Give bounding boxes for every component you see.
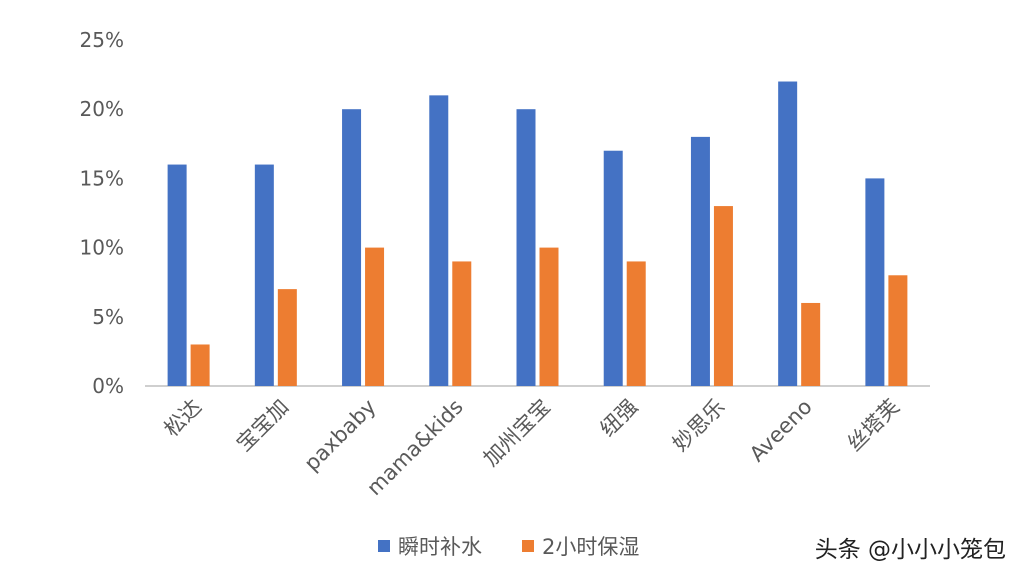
legend: 瞬时补水 2小时保湿 <box>378 531 679 561</box>
legend-swatch <box>378 540 390 552</box>
x-category-label: 宝宝加 <box>232 395 294 457</box>
bar-series-2 <box>626 261 646 386</box>
bar-series-2 <box>888 275 908 386</box>
bar-series-1 <box>167 164 187 386</box>
x-category-label: 妙思乐 <box>668 395 730 457</box>
bar-series-2 <box>539 247 559 386</box>
bar-series-2 <box>452 261 472 386</box>
bar-series-1 <box>342 109 362 386</box>
y-tick-label: 0% <box>92 374 124 398</box>
bars <box>167 81 908 387</box>
bar-series-2 <box>713 206 733 386</box>
bar-series-2 <box>365 247 385 386</box>
bar-series-1 <box>690 136 710 386</box>
y-tick-label: 20% <box>80 97 124 121</box>
x-category-label: 松达 <box>159 395 206 442</box>
legend-item-series-1: 瞬时补水 <box>378 531 482 561</box>
y-tick-label: 25% <box>80 28 124 52</box>
y-tick-label: 10% <box>80 236 124 260</box>
bar-series-2 <box>190 344 210 386</box>
watermark: 头条 @小小小笼包 <box>814 537 1006 563</box>
legend-label: 瞬时补水 <box>398 535 482 559</box>
x-category-label: 加州宝宝 <box>479 395 555 471</box>
x-category-label: paxbaby <box>300 395 381 476</box>
bar-series-2 <box>277 289 297 386</box>
y-axis-ticks: 0% 5% 10% 15% 20% 25% <box>80 28 124 398</box>
bar-series-1 <box>254 164 274 386</box>
legend-swatch <box>522 540 534 552</box>
x-category-label: Aveeno <box>745 395 817 467</box>
bar-series-1 <box>429 95 449 387</box>
y-tick-label: 5% <box>92 305 124 329</box>
y-tick-label: 15% <box>80 166 124 190</box>
bar-series-1 <box>603 150 623 386</box>
legend-item-series-2: 2小时保湿 <box>522 531 639 561</box>
legend-label: 2小时保湿 <box>542 535 640 559</box>
x-category-label: 纽强 <box>596 395 643 442</box>
bar-series-1 <box>778 81 798 387</box>
bar-series-1 <box>865 178 885 386</box>
x-category-label: 丝塔芙 <box>842 395 904 457</box>
bar-series-2 <box>801 302 821 386</box>
bar-series-1 <box>516 109 536 386</box>
